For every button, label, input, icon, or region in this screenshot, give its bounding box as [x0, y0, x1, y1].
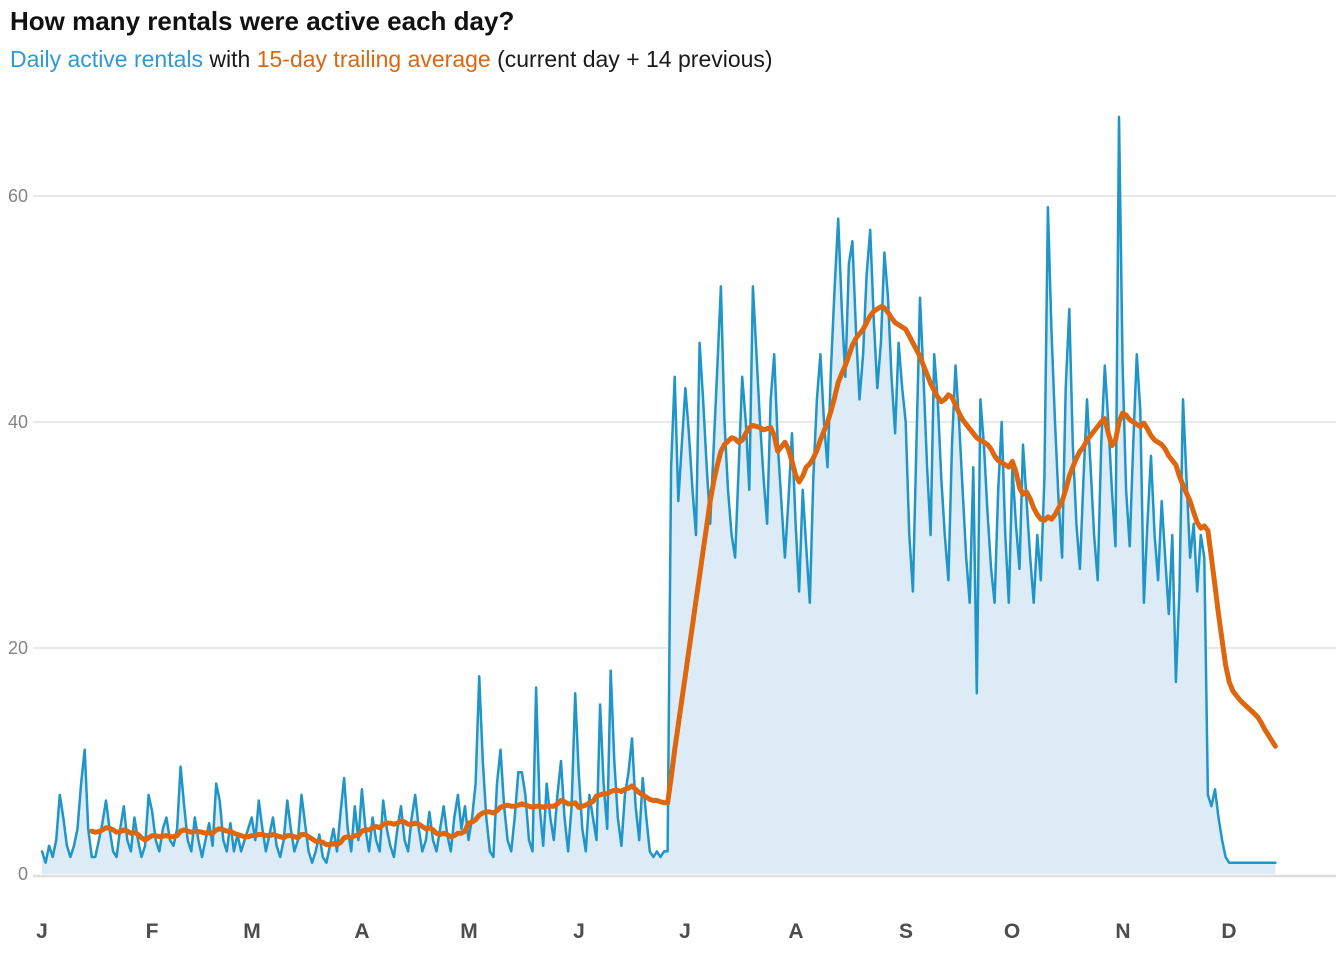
x-axis-month-label: D	[1221, 920, 1236, 943]
y-axis-tick-label: 40	[8, 412, 28, 432]
x-axis-month-label: J	[573, 920, 585, 943]
x-axis-month-label: O	[1004, 920, 1020, 943]
x-axis-month-label: F	[146, 920, 159, 943]
y-axis-tick-label: 60	[8, 186, 28, 206]
x-axis-month-label: N	[1115, 920, 1130, 943]
daily-series-line	[40, 115, 1277, 864]
x-axis-month-label: J	[36, 920, 48, 943]
x-axis-month-label: J	[679, 920, 691, 943]
chart-header: How many rentals were active each day? D…	[10, 6, 1330, 73]
subtitle-note: (current day + 14 previous)	[490, 46, 773, 72]
legend-average-label: 15-day trailing average	[256, 46, 491, 72]
x-axis-month-label: A	[354, 920, 369, 943]
x-axis-month-label: M	[460, 920, 478, 943]
y-axis-tick-label: 0	[18, 864, 28, 884]
subtitle-connector: with	[203, 46, 257, 72]
x-axis-month-label: S	[899, 920, 913, 943]
x-axis-month-label: A	[788, 920, 803, 943]
chart-subtitle: Daily active rentals with 15-day trailin…	[10, 46, 1330, 73]
daily-series-area	[42, 116, 1276, 874]
trailing-average-line	[89, 304, 1278, 848]
page-title: How many rentals were active each day?	[10, 6, 515, 36]
x-axis-month-label: M	[243, 920, 261, 943]
legend-daily-label: Daily active rentals	[10, 46, 204, 72]
y-axis-tick-label: 20	[8, 638, 28, 658]
